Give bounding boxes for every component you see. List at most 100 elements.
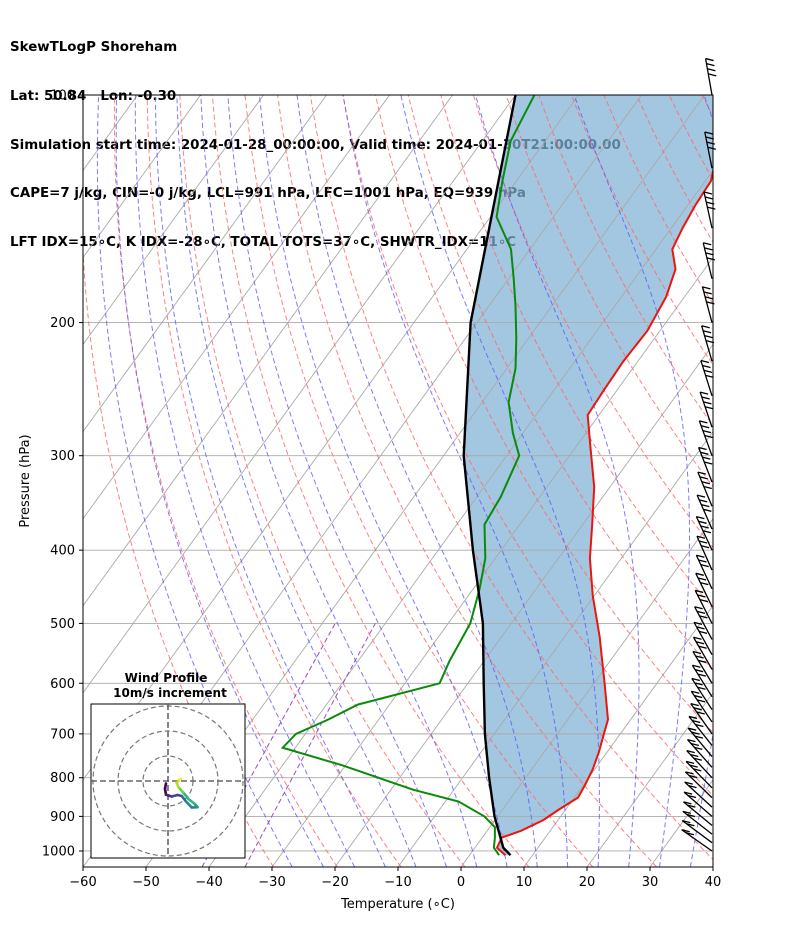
wind-barb-flag (698, 559, 707, 563)
wind-barb-flag (695, 723, 704, 728)
isotherm-line (83, 95, 264, 346)
location-line: Lat: 50.84 Lon: -0.30 (10, 89, 177, 105)
wind-barb-shaft (691, 664, 713, 698)
wind-barb (686, 738, 713, 768)
y-tick-label: 700 (50, 727, 75, 742)
x-tick-label: −60 (69, 875, 96, 890)
moist-adiabat (96, 95, 293, 867)
wind-barb-flag (683, 791, 693, 795)
wind-barb-flag (697, 594, 706, 598)
wind-barb-flag (708, 73, 717, 77)
wind-barb-flag (682, 810, 692, 814)
dry-adiabat (113, 95, 338, 867)
wind-barb-flag (689, 764, 698, 768)
wind-barb-flag (691, 690, 700, 694)
x-tick-label: −50 (132, 875, 159, 890)
wind-barb-flag (702, 430, 712, 434)
isotherm-line (83, 95, 201, 259)
wind-barb-flag (704, 196, 714, 200)
wind-barb-shaft (691, 678, 713, 710)
wind-barb (691, 664, 713, 698)
wind-barb (684, 781, 713, 808)
y-tick-label: 300 (50, 449, 75, 464)
wind-barb (681, 829, 713, 852)
wind-barb-shaft (695, 516, 713, 551)
dry-adiabat (146, 95, 402, 867)
wind-barb-flag (685, 760, 695, 765)
wind-barb-flag (695, 572, 704, 576)
wind-barb-flag (698, 446, 707, 451)
isotherm-line (83, 95, 390, 520)
dry-adiabat (277, 95, 658, 867)
y-axis-label: Pressure (hPa) (18, 434, 33, 527)
wind-barb-flag (696, 610, 706, 614)
wind-barb-flag (696, 515, 705, 520)
wind-barb (696, 535, 713, 571)
wind-barb-flag (683, 801, 692, 805)
wind-barb-shaft (698, 420, 713, 456)
dry-adiabat (767, 95, 794, 867)
wind-barb-flag (690, 753, 699, 758)
wind-barb-flag (706, 141, 715, 145)
hodograph-title: Wind Profile (125, 671, 208, 685)
wind-barb-shaft (692, 636, 713, 670)
wind-barb (681, 820, 713, 844)
wind-barb-shaft (695, 555, 713, 590)
wind-barb-shaft (693, 622, 713, 656)
wind-barb-flag (707, 206, 716, 210)
wind-barb-flag (703, 508, 712, 512)
wind-barb-flag (700, 525, 709, 529)
wind-barb-flag (685, 832, 695, 836)
isotherm-line (397, 430, 713, 867)
wind-barb-flag (698, 630, 708, 635)
wind-barb-shaft (696, 535, 713, 571)
wind-barb (693, 621, 713, 656)
wind-barb-flag (694, 746, 703, 750)
wind-barb-flag (701, 396, 710, 400)
isotherm-line (0, 95, 12, 867)
wind-barb-flag (695, 655, 704, 659)
cape-shading (463, 95, 713, 856)
wind-barb-flag (704, 296, 714, 300)
wind-barb-shaft (704, 131, 713, 169)
wind-barb-flag (699, 599, 709, 603)
wind-barb-shaft (694, 590, 713, 624)
wind-barb-flag (694, 606, 703, 610)
wind-barb (700, 359, 714, 397)
wind-barb (695, 572, 713, 607)
wind-barb (682, 810, 713, 835)
wind-barb-flag (700, 425, 710, 429)
isotherm-line (460, 517, 713, 867)
wind-barb-flag (704, 406, 714, 410)
moist-adiabat (721, 95, 794, 867)
wind-barb-shaft (700, 360, 713, 397)
y-tick-label: 500 (50, 617, 75, 632)
wind-barb-flag (688, 785, 697, 789)
isotherm-line (83, 95, 327, 433)
wind-barb-shaft (701, 286, 713, 323)
isotherm-line (0, 95, 75, 867)
wind-barb (698, 420, 713, 456)
isotherm-line (83, 95, 516, 694)
wind-barb-flag (699, 420, 708, 424)
hodograph-clip (91, 704, 245, 858)
wind-barb (695, 554, 713, 590)
wind-barb (683, 791, 713, 817)
dewpoint-line (280, 95, 536, 856)
wind-barb (690, 702, 713, 735)
wind-barb-flag (690, 742, 700, 747)
wind-barb (692, 636, 713, 670)
wind-barb (692, 650, 713, 684)
wind-barb-flag (695, 641, 705, 645)
wind-barb-shaft (690, 690, 713, 723)
moist-adiabat (200, 95, 447, 867)
wind-barb-flag (707, 146, 716, 150)
hodograph-segment (177, 777, 183, 782)
y-tick-label: 600 (50, 677, 75, 692)
wind-barb (691, 677, 713, 710)
wind-barb-flag (703, 291, 712, 295)
wind-barb-shaft (699, 391, 713, 428)
wind-barb (697, 471, 713, 507)
wind-barb (694, 606, 713, 640)
